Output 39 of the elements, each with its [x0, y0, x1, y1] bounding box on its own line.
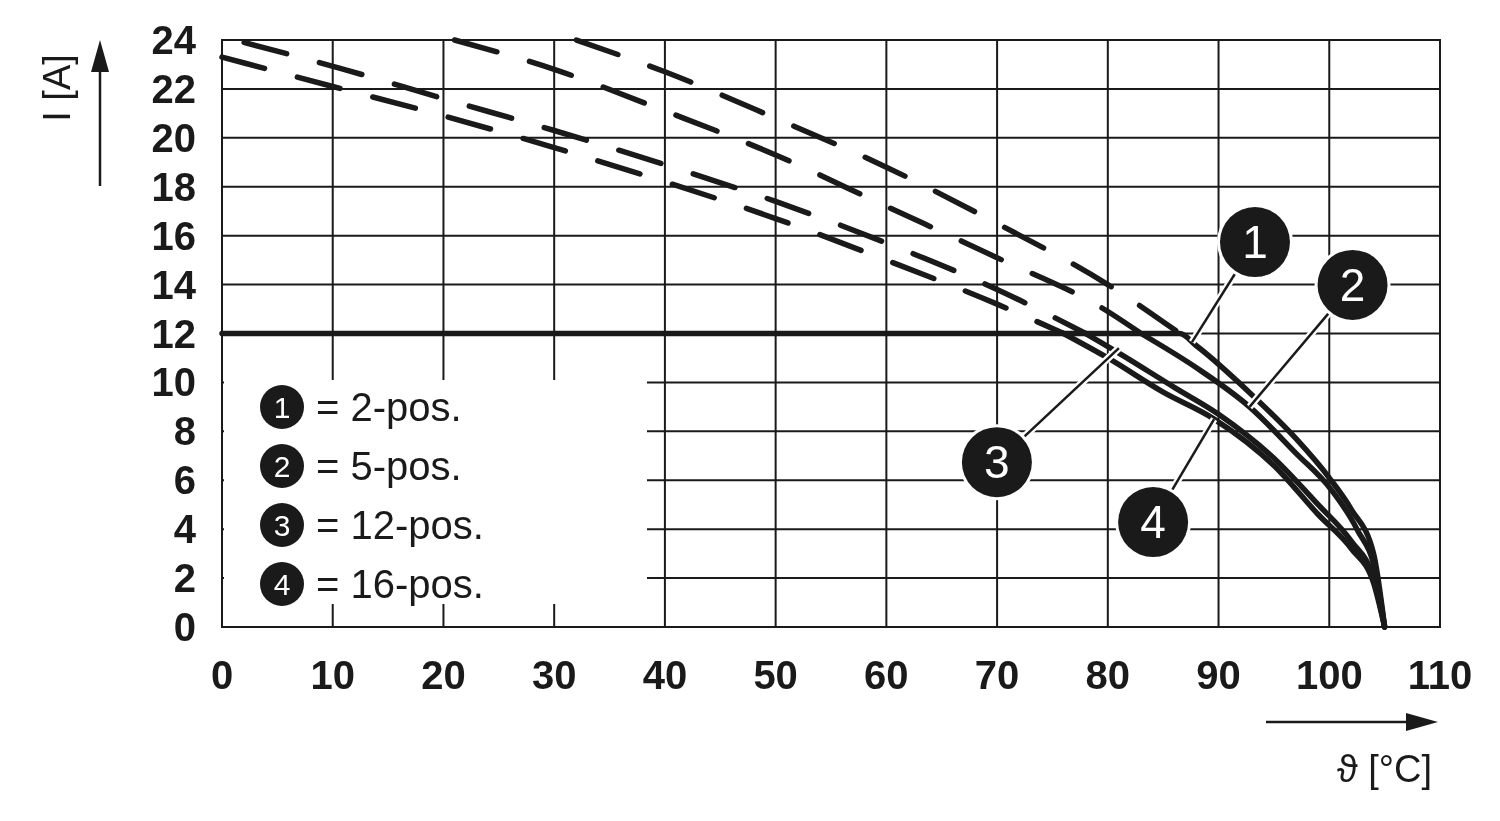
y-tick-label: 6 [173, 458, 196, 503]
x-tick-label: 20 [421, 653, 466, 697]
y-tick-label: 20 [151, 115, 196, 160]
y-tick-label: 0 [173, 605, 196, 649]
legend-label: = 12-pos. [316, 503, 484, 547]
legend-label: = 16-pos. [316, 562, 484, 606]
legend-label: = 2-pos. [316, 385, 462, 429]
x-tick-label: 100 [1295, 653, 1363, 697]
x-tick-label: 0 [210, 653, 234, 697]
y-tick-label: 14 [151, 262, 197, 307]
y-tick-label: 4 [173, 507, 197, 552]
y-tick-label: 8 [173, 409, 196, 454]
x-tick-label: 10 [310, 653, 355, 697]
y-tick-label: 24 [151, 18, 197, 62]
x-tick-label: 50 [753, 653, 798, 697]
annotation: 4 [1140, 496, 1166, 549]
annotation: 3 [984, 436, 1010, 489]
legend-label: = 5-pos. [316, 444, 462, 488]
x-tick-label: 40 [642, 653, 688, 697]
text: 3 [273, 509, 291, 542]
y-tick-label: 22 [151, 66, 196, 111]
y-tick-label: 2 [173, 556, 196, 601]
x-tick-label: 90 [1196, 653, 1241, 697]
y-tick-label: 10 [151, 360, 196, 405]
text: 1 [273, 391, 291, 424]
x-tick-label: 110 [1407, 653, 1473, 697]
x-tick-label: 80 [1085, 653, 1131, 697]
x-tick-label: 70 [974, 653, 1020, 697]
y-tick-label: 18 [151, 164, 196, 209]
text: 2 [273, 450, 291, 483]
annotation: 2 [1339, 258, 1366, 311]
x-tick-label: 60 [864, 653, 909, 697]
x-tick-label: 30 [531, 653, 577, 697]
x-axis-title: ϑ [°C] [1336, 748, 1432, 790]
annotation: 1 [1242, 216, 1268, 269]
text: 4 [273, 568, 291, 601]
y-tick-label: 16 [151, 213, 196, 258]
y-tick-label: 12 [151, 311, 196, 356]
y-axis-title: I [A] [36, 54, 78, 122]
